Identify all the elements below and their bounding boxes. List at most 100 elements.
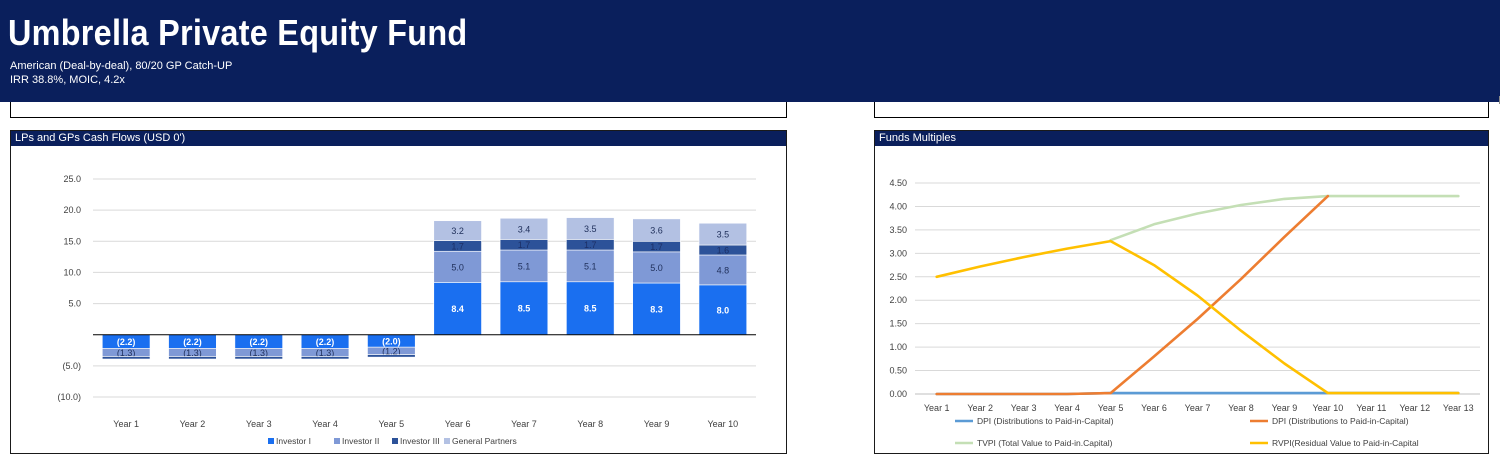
data-label: 5.0 [451, 262, 464, 272]
multiples-chart: 4.50 4.00 3.50 3.00 2.50 2.00 1.50 1.00 0.50 0.00… [889, 178, 1480, 448]
fund-title: Umbrella Private Equity Fund [8, 12, 468, 53]
data-label: (1.3) [249, 348, 268, 358]
x-tick-label: Year 5 [378, 419, 404, 429]
x-tick-label: Year 1 [924, 403, 950, 413]
data-label: 1.7 [584, 240, 597, 250]
y-tick-label: 2.00 [889, 295, 907, 305]
data-label: 3.4 [518, 224, 531, 234]
x-tick-label: Year 8 [577, 419, 603, 429]
x-tick-label: Year 9 [644, 419, 670, 429]
bar-segment [698, 254, 748, 286]
data-label: (1.2) [382, 346, 401, 356]
y-tick-label: 0.50 [889, 366, 907, 376]
data-label: 5.1 [584, 261, 597, 271]
data-label: 3.5 [717, 230, 730, 240]
fund-returns-subtitle: IRR 38.8%, MOIC, 4.2x [10, 74, 125, 86]
bar-segment [698, 284, 748, 336]
y-tick-label: 3.50 [889, 225, 907, 235]
bar-segment [698, 222, 748, 246]
data-label: 8.4 [451, 304, 464, 314]
cashflow-chart: 25.020.015.010.05.0(5.0)(10.0)(2.2)(1.3)… [57, 174, 756, 446]
bar-segment [101, 356, 151, 360]
y-tick-label: 15.0 [63, 236, 81, 246]
y-tick-label: 1.00 [889, 342, 907, 352]
data-label: 5.0 [650, 263, 663, 273]
data-label: (1.3) [117, 348, 136, 358]
legend-label: TVPI (Total Value to Paid-in.Capital) [977, 438, 1113, 448]
x-tick-label: Year 6 [445, 419, 471, 429]
bar-segment [632, 251, 681, 284]
legend-label: DPI (Distributions to Paid-in-Capital) [977, 416, 1114, 426]
x-tick-label: Year 7 [511, 419, 537, 429]
y-tick-label: 5.0 [68, 299, 81, 309]
y-tick-label: 20.0 [63, 205, 81, 215]
panel-fragment-right [874, 102, 1489, 118]
series-line [935, 194, 1330, 396]
bar-segment [499, 249, 549, 283]
data-label: (2.2) [183, 337, 202, 347]
bar-segment [300, 356, 350, 360]
x-tick-label: Year 1 [113, 419, 139, 429]
cashflow-chart-title: LPs and GPs Cash Flows (USD 0') [11, 131, 786, 146]
series-line [1109, 194, 1460, 242]
y-tick-label: (10.0) [57, 392, 81, 402]
data-label: 3.6 [650, 226, 663, 236]
data-label: 8.5 [518, 304, 531, 314]
bar-segment [367, 354, 416, 358]
x-tick-label: Year 5 [1098, 403, 1124, 413]
y-tick-label: 10.0 [63, 267, 81, 277]
multiples-chart-title: Funds Multiples [875, 131, 1488, 146]
multiples-chart-panel: Funds Multiples 4.50 4.00 3.50 3.00 2.50 2.00… [874, 130, 1489, 454]
data-label: 1.7 [451, 241, 464, 251]
x-tick-label: Year 11 [1356, 403, 1386, 413]
legend-swatch [334, 438, 340, 444]
x-tick-label: Year 13 [1443, 403, 1474, 413]
x-tick-label: Year 4 [1054, 403, 1080, 413]
bar-segment [566, 249, 615, 283]
x-tick-label: Year 7 [1185, 403, 1211, 413]
legend-label: RVPI(Residual Value to Paid-in-Capital [1272, 438, 1419, 448]
x-tick-label: Year 3 [246, 419, 272, 429]
legend-label: Investor II [342, 436, 379, 446]
y-tick-label: 2.50 [889, 272, 907, 282]
bar-segment [234, 356, 283, 360]
data-label: 8.0 [717, 305, 730, 315]
y-tick-label: (5.0) [62, 361, 81, 371]
x-tick-label: Year 3 [1011, 403, 1037, 413]
bar-segment [433, 220, 482, 241]
series-line [935, 239, 1460, 395]
y-tick-label: 1.50 [889, 319, 907, 329]
bar-segment [499, 281, 549, 336]
x-tick-label: Year 8 [1228, 403, 1254, 413]
data-label: 1.7 [518, 240, 531, 250]
legend-swatch [392, 438, 398, 444]
data-label: (2.0) [382, 336, 401, 346]
legend-swatch [444, 438, 450, 444]
bar-segment [632, 218, 681, 242]
data-label: (1.3) [316, 348, 335, 358]
report-header: Umbrella Private Equity Fund American (D… [0, 0, 1500, 102]
panel-fragment-left [10, 102, 787, 118]
legend-label: Investor I [276, 436, 311, 446]
data-label: 1.6 [717, 246, 730, 256]
y-tick-label: 25.0 [63, 174, 81, 184]
data-label: 8.3 [650, 304, 663, 314]
x-tick-label: Year 2 [967, 403, 993, 413]
bar-segment [499, 217, 549, 240]
data-label: 1.7 [650, 242, 663, 252]
data-label: (1.3) [183, 348, 202, 358]
bar-segment [433, 250, 482, 283]
y-tick-label: 3.00 [889, 248, 907, 258]
data-label: (2.2) [117, 337, 136, 347]
x-tick-label: Year 12 [1399, 403, 1430, 413]
legend-swatch [268, 438, 274, 444]
cashflow-chart-panel: LPs and GPs Cash Flows (USD 0') 25.0 20.0… [10, 130, 787, 454]
legend-label: DPI (Distributions to Paid-in-Capital) [1272, 416, 1409, 426]
data-label: 8.5 [584, 304, 597, 314]
x-tick-label: Year 10 [1313, 403, 1344, 413]
data-label: 5.1 [518, 261, 531, 271]
x-tick-label: Year 9 [1272, 403, 1298, 413]
bar-segment [566, 217, 615, 240]
legend-label: General Partners [452, 436, 517, 446]
legend-label: Investor III [400, 436, 440, 446]
